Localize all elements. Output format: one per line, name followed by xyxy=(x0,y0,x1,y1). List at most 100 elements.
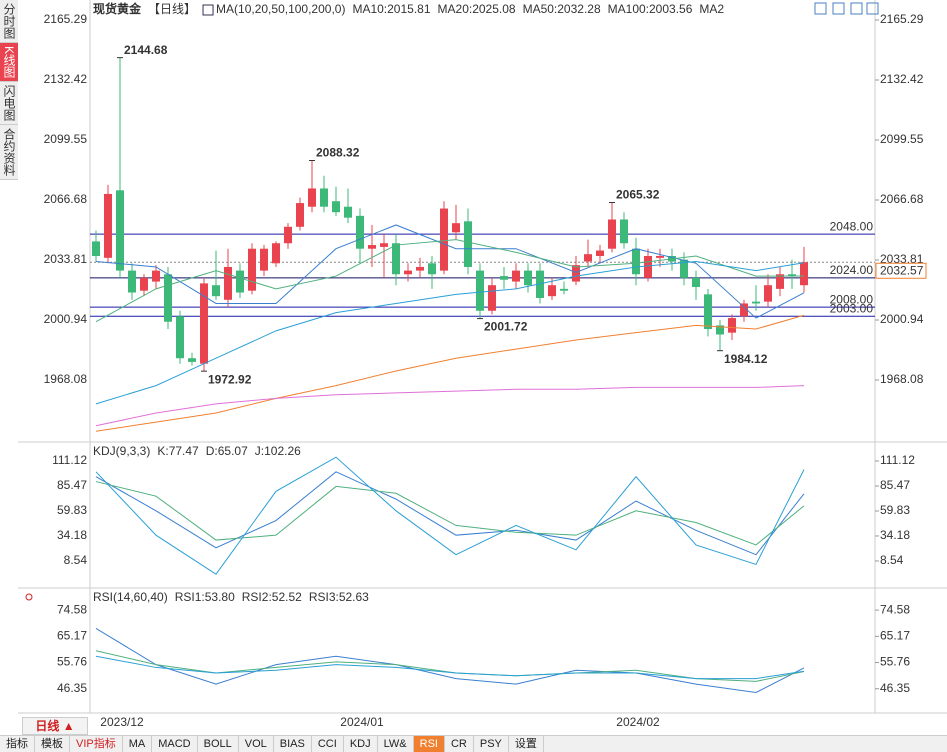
legend-entry: RSI1:53.80 xyxy=(175,590,235,604)
toolbar-tab[interactable]: 设置 xyxy=(509,736,544,752)
candle-body xyxy=(260,248,268,271)
toolbar-tab[interactable]: VOL xyxy=(239,736,274,752)
legend-entry: K:77.47 xyxy=(157,444,199,458)
candle-body xyxy=(248,248,256,291)
candle-body xyxy=(428,263,436,275)
sidebar-tab[interactable]: 分时图 xyxy=(0,0,18,43)
candle-body xyxy=(560,288,568,291)
candle-body xyxy=(548,285,556,297)
candle-body xyxy=(728,318,736,333)
candle-body xyxy=(800,262,808,286)
toolbar-tab[interactable]: BIAS xyxy=(274,736,312,752)
candle-body xyxy=(356,215,364,249)
y2-tick-label: 74.58 xyxy=(880,602,910,616)
y-tick-label: 65.17 xyxy=(57,628,87,642)
candle-body xyxy=(596,250,604,257)
high-label: 2144.68 xyxy=(124,43,168,57)
legend-entry: J:102.26 xyxy=(255,444,301,458)
y2-tick-label: 34.18 xyxy=(880,528,910,542)
y2-tick-label: 46.35 xyxy=(880,681,910,695)
y-tick-label: 2165.29 xyxy=(44,12,88,26)
series-line xyxy=(95,224,805,319)
candle-body xyxy=(224,266,232,300)
y2-tick-label: 2033.81 xyxy=(880,252,924,266)
sidebar-tab[interactable]: 闪电图 xyxy=(0,82,18,126)
icon[interactable] xyxy=(866,2,879,15)
legend-entry: 【日线】 xyxy=(148,2,196,16)
high-label: 2088.32 xyxy=(316,146,360,160)
y-tick-label: 34.18 xyxy=(57,528,87,542)
series-line xyxy=(95,260,805,405)
toolbar-tab[interactable]: VIP指标 xyxy=(70,736,123,752)
y-tick-label: 59.83 xyxy=(57,503,87,517)
series-line xyxy=(95,314,805,432)
sidebar-tab[interactable]: 合约资料 xyxy=(0,125,18,181)
y2-tick-label: 55.76 xyxy=(880,655,910,669)
toolbar-tab[interactable]: LW& xyxy=(378,736,414,752)
sidebar: 分时图 K线图 闪电图 合约资料 xyxy=(0,0,18,181)
icon[interactable] xyxy=(832,2,845,15)
settings-icon[interactable] xyxy=(25,593,33,601)
candle-body xyxy=(536,270,544,298)
y-tick-label: 8.54 xyxy=(64,553,88,567)
candle-body xyxy=(752,301,760,304)
period-select[interactable]: 日线 ▲ xyxy=(22,717,88,735)
candle-body xyxy=(380,243,388,247)
hline-label: 2024.00 xyxy=(830,263,874,277)
sidebar-tab[interactable]: K线图 xyxy=(0,43,18,83)
hline-label: 2048.00 xyxy=(830,219,874,233)
legend-entry: MA100:2003.56 xyxy=(608,2,693,16)
y2-tick-label: 111.12 xyxy=(880,453,915,467)
candle-body xyxy=(692,277,700,288)
last-price-label: 2032.57 xyxy=(880,263,924,277)
toolbar-tab[interactable]: RSI xyxy=(413,736,445,752)
legend-entry: RSI(14,60,40) xyxy=(93,590,168,604)
y2-tick-label: 2000.94 xyxy=(880,312,924,326)
candle-body xyxy=(332,201,340,213)
toolbar-tab[interactable]: PSY xyxy=(474,736,509,752)
candle-body xyxy=(464,221,472,267)
candle-body xyxy=(572,265,580,282)
toolbar-icons[interactable] xyxy=(814,2,879,15)
series-line xyxy=(95,456,805,575)
candle-body xyxy=(704,294,712,330)
candle-body xyxy=(680,259,688,278)
candle-body xyxy=(584,254,592,262)
y-tick-label: 2033.81 xyxy=(44,252,88,266)
legend-entry: RSI3:52.63 xyxy=(309,590,369,604)
toolbar-tab[interactable]: CCI xyxy=(312,736,344,752)
toolbar-tab[interactable]: CR xyxy=(445,736,474,752)
toolbar-tab[interactable]: MA xyxy=(123,736,153,752)
candle-body xyxy=(164,274,172,322)
candle-body xyxy=(320,188,328,207)
toolbar-tab[interactable]: MACD xyxy=(152,736,198,752)
candle-body xyxy=(416,266,424,271)
icon[interactable] xyxy=(814,2,827,15)
series-line xyxy=(95,628,805,694)
legend-entry: 现货黄金 xyxy=(93,1,142,16)
toolbar-tab[interactable]: 模板 xyxy=(35,736,70,752)
candle-body xyxy=(656,256,664,258)
candle-body xyxy=(620,219,628,244)
candle-body xyxy=(608,219,616,249)
toolbar-tab[interactable]: BOLL xyxy=(198,736,239,752)
candle-body xyxy=(92,241,100,257)
toolbar-tab[interactable]: KDJ xyxy=(344,736,378,752)
y2-tick-label: 2099.55 xyxy=(880,132,924,146)
candle-body xyxy=(440,208,448,271)
low-label: 2001.72 xyxy=(484,320,528,334)
candle-body xyxy=(764,285,772,302)
toolbar-tab[interactable]: 指标 xyxy=(0,736,35,752)
chart: 1968.08 1968.08 2000.94 2000.94 2033.81 2033.… xyxy=(18,0,947,729)
candle-body xyxy=(104,193,112,258)
candle-body xyxy=(344,206,352,218)
y-tick-label: 2000.94 xyxy=(44,312,88,326)
y2-tick-label: 2165.29 xyxy=(880,12,924,26)
candle-body xyxy=(296,203,304,227)
candle-body xyxy=(284,226,292,244)
legend-entry: MA(10,20,50,100,200,0) xyxy=(216,2,345,16)
icon[interactable] xyxy=(850,2,863,15)
candle-body xyxy=(212,285,220,297)
candle-body xyxy=(404,270,412,275)
series-line xyxy=(95,239,805,323)
